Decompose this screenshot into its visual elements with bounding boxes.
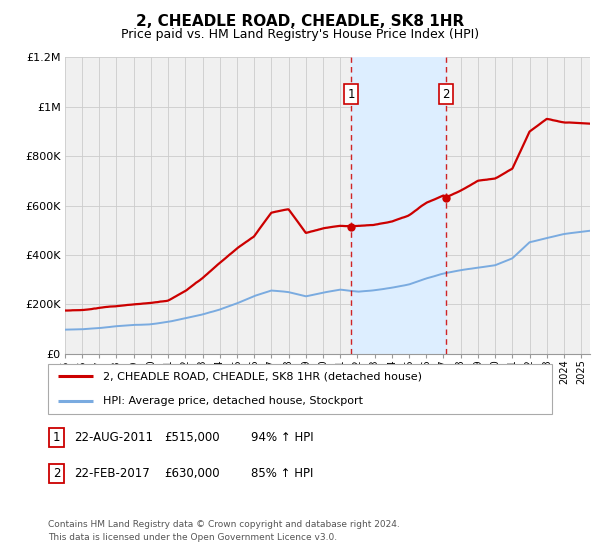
Text: Price paid vs. HM Land Registry's House Price Index (HPI): Price paid vs. HM Land Registry's House …	[121, 28, 479, 41]
Text: 22-FEB-2017: 22-FEB-2017	[74, 466, 149, 480]
Text: 1: 1	[53, 431, 60, 445]
Text: 2: 2	[53, 466, 60, 480]
Text: 22-AUG-2011: 22-AUG-2011	[74, 431, 153, 445]
Text: £515,000: £515,000	[164, 431, 220, 445]
Text: Contains HM Land Registry data © Crown copyright and database right 2024.: Contains HM Land Registry data © Crown c…	[48, 520, 400, 529]
Text: 2: 2	[442, 88, 449, 101]
Text: This data is licensed under the Open Government Licence v3.0.: This data is licensed under the Open Gov…	[48, 533, 337, 542]
Text: 2, CHEADLE ROAD, CHEADLE, SK8 1HR (detached house): 2, CHEADLE ROAD, CHEADLE, SK8 1HR (detac…	[103, 371, 422, 381]
FancyBboxPatch shape	[49, 428, 64, 447]
Bar	[351, 57, 446, 354]
Text: 85% ↑ HPI: 85% ↑ HPI	[251, 466, 313, 480]
Text: 94% ↑ HPI: 94% ↑ HPI	[251, 431, 313, 445]
Text: 1: 1	[347, 88, 355, 101]
Text: HPI: Average price, detached house, Stockport: HPI: Average price, detached house, Stoc…	[103, 396, 364, 407]
Text: 2, CHEADLE ROAD, CHEADLE, SK8 1HR: 2, CHEADLE ROAD, CHEADLE, SK8 1HR	[136, 14, 464, 29]
FancyBboxPatch shape	[49, 464, 64, 483]
Text: £630,000: £630,000	[164, 466, 220, 480]
